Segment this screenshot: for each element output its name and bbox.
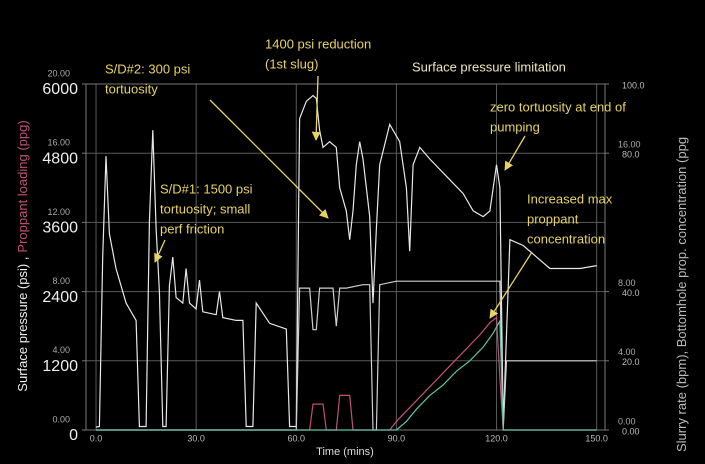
annotation-arrows [154,75,533,319]
annotation: S/D#1: 1500 psi [160,181,253,196]
x-tick-label: 0.0 [90,433,103,443]
y4-tick-label: 4.00 [618,347,636,357]
y2-tick-label: 80.0 [622,150,640,160]
annotation: (1st slug) [265,56,318,71]
annotation: concentration [527,231,605,246]
y2-tick-label: 20.0 [622,357,640,367]
y-axis-title-pressure: Surface pressure (psi) , [15,257,30,392]
annotation: pumping [490,119,540,134]
arrow [311,75,321,141]
y-axis-title-proppant: Proppant loading (ppg) [15,120,30,252]
annotation: tortuosity [105,81,158,96]
y3-tick-label: 20.00 [47,68,70,78]
x-tick-label: 60.0 [288,433,306,443]
x-tick-label: 120.0 [485,433,508,443]
arrow [154,239,166,263]
y4-tick-label: 0.00 [618,416,636,426]
y-tick-label: 4800 [42,150,78,167]
annotation: 1400 psi reduction [265,36,371,51]
series-line [96,318,597,431]
arrow [504,135,526,171]
axis-labels: 0.0 30.0 60.0 90.0 120.0 150.0 0 1200 2400 3600 48… [42,68,644,444]
y-tick-label: 3600 [42,220,78,237]
arrow [489,251,533,319]
annotations: 1400 psi reduction (1st slug) S/D#2: 300 p… [105,36,626,246]
y2-axis-title-conc: Bottomhole prop. concentration (ppg [674,137,689,347]
series-line [95,94,597,428]
annotation: tortuosity; small [160,201,250,216]
y2-tick-label: 40.0 [622,288,640,298]
y2-tick-label: 100.0 [622,80,645,90]
annotation: zero tortuosity at end of [490,99,626,114]
annotation: Surface pressure limitation [412,59,566,74]
y3-tick-label: 8.00 [52,276,70,286]
y-tick-label: 0 [69,427,78,444]
y4-tick-label: 16.00 [618,140,641,150]
x-axis-title: Time (mins) [316,446,374,458]
y3-tick-label: 16.00 [47,138,70,148]
y3-tick-label: 0.00 [52,414,70,424]
y2-axis-title: Slurry rate (bpm), Bottomhole prop. conc… [674,137,689,452]
x-tick-label: 150.0 [585,433,608,443]
annotation: proppant [527,211,579,226]
y3-tick-label: 12.00 [47,207,70,217]
y-tick-label: 6000 [42,81,78,98]
x-tick-label: 90.0 [388,433,406,443]
annotation: perf friction [160,221,224,236]
y-tick-label: 1200 [42,358,78,375]
series-lines [95,94,597,431]
grid [86,83,605,431]
annotation: S/D#2: 300 psi [105,61,190,76]
y2-axis-title-rate: Slurry rate (bpm), [674,347,689,452]
x-tick-label: 30.0 [187,433,205,443]
annotation: Increased max [527,191,613,206]
y-axis-title: Surface pressure (psi) , Proppant loading… [15,120,30,391]
arrow [209,99,329,219]
y4-tick-label: 8.00 [618,278,636,288]
y2-tick-label: 0.00 [622,426,640,436]
y3-tick-label: 4.00 [52,345,70,355]
y-tick-label: 2400 [42,289,78,306]
